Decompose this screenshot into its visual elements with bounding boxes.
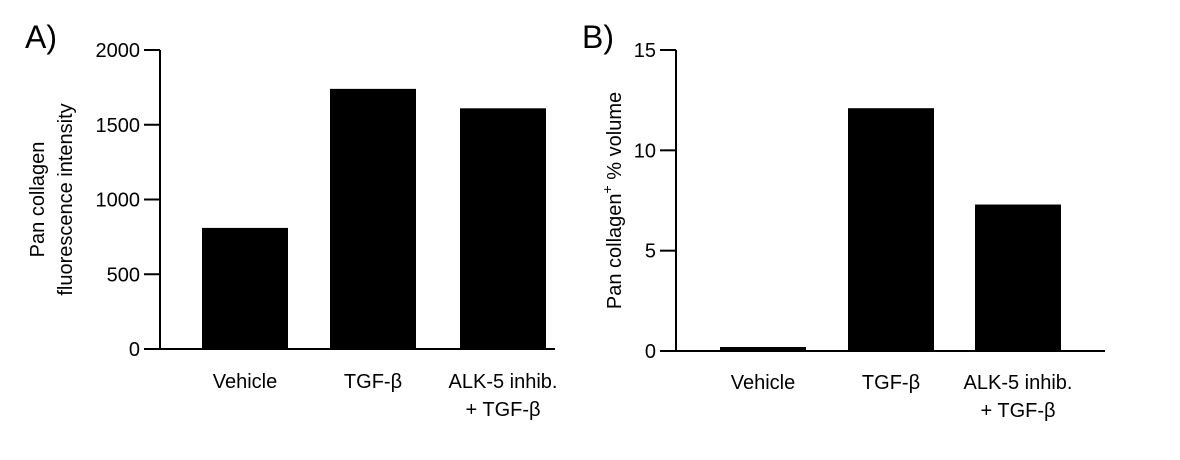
y-tick-label: 2000: [96, 40, 141, 62]
bar-1: [202, 227, 288, 349]
category-label: TGF-β: [862, 372, 920, 394]
category-label: ALK-5 inhib.: [449, 371, 558, 393]
panel-label: A): [25, 19, 57, 55]
y-axis-label-line: Pan collagen: [27, 142, 49, 258]
bar-1: [720, 346, 806, 351]
category-label: ALK-5 inhib.: [964, 372, 1073, 394]
category-label: + TGF-β: [980, 400, 1055, 422]
chart-panel-b: B) 0 5 10 15 Vehicle TGF-β ALK-5 inhib. + TGF-β P…: [582, 19, 1105, 422]
y-tick-label: 500: [107, 264, 140, 286]
y-tick-label: 5: [645, 241, 656, 263]
y-tick-label: 0: [129, 339, 140, 361]
y-axis-label: Pan collagen+ % volume: [599, 92, 626, 309]
y-axis-label-superscript: +: [599, 185, 615, 193]
category-label: Vehicle: [731, 372, 796, 394]
y-axis-label-rest: % volume: [604, 92, 626, 185]
y-tick-label: 1500: [96, 115, 141, 137]
category-label: TGF-β: [344, 371, 402, 393]
panel-label: B): [582, 19, 614, 55]
y-axis-label-line: fluorescence intensity: [55, 103, 77, 295]
y-tick-label: 15: [634, 40, 656, 62]
bar-2: [848, 108, 934, 352]
bar-2: [330, 88, 416, 350]
bar-3: [460, 108, 546, 350]
category-label: + TGF-β: [465, 399, 540, 421]
bar-3: [975, 204, 1061, 351]
y-tick-label: 1000: [96, 190, 141, 212]
y-tick-label: 10: [634, 140, 656, 162]
y-axis-label-main: Pan collagen: [604, 193, 626, 309]
y-tick-label: 0: [645, 341, 656, 363]
category-label: Vehicle: [213, 371, 278, 393]
y-axis-label: Pan collagen fluorescence intensity: [27, 103, 77, 295]
chart-panel-a: A) 0 500 1000 1500 2000 Vehicle TGF-β ALK-5 inhi…: [25, 19, 557, 421]
